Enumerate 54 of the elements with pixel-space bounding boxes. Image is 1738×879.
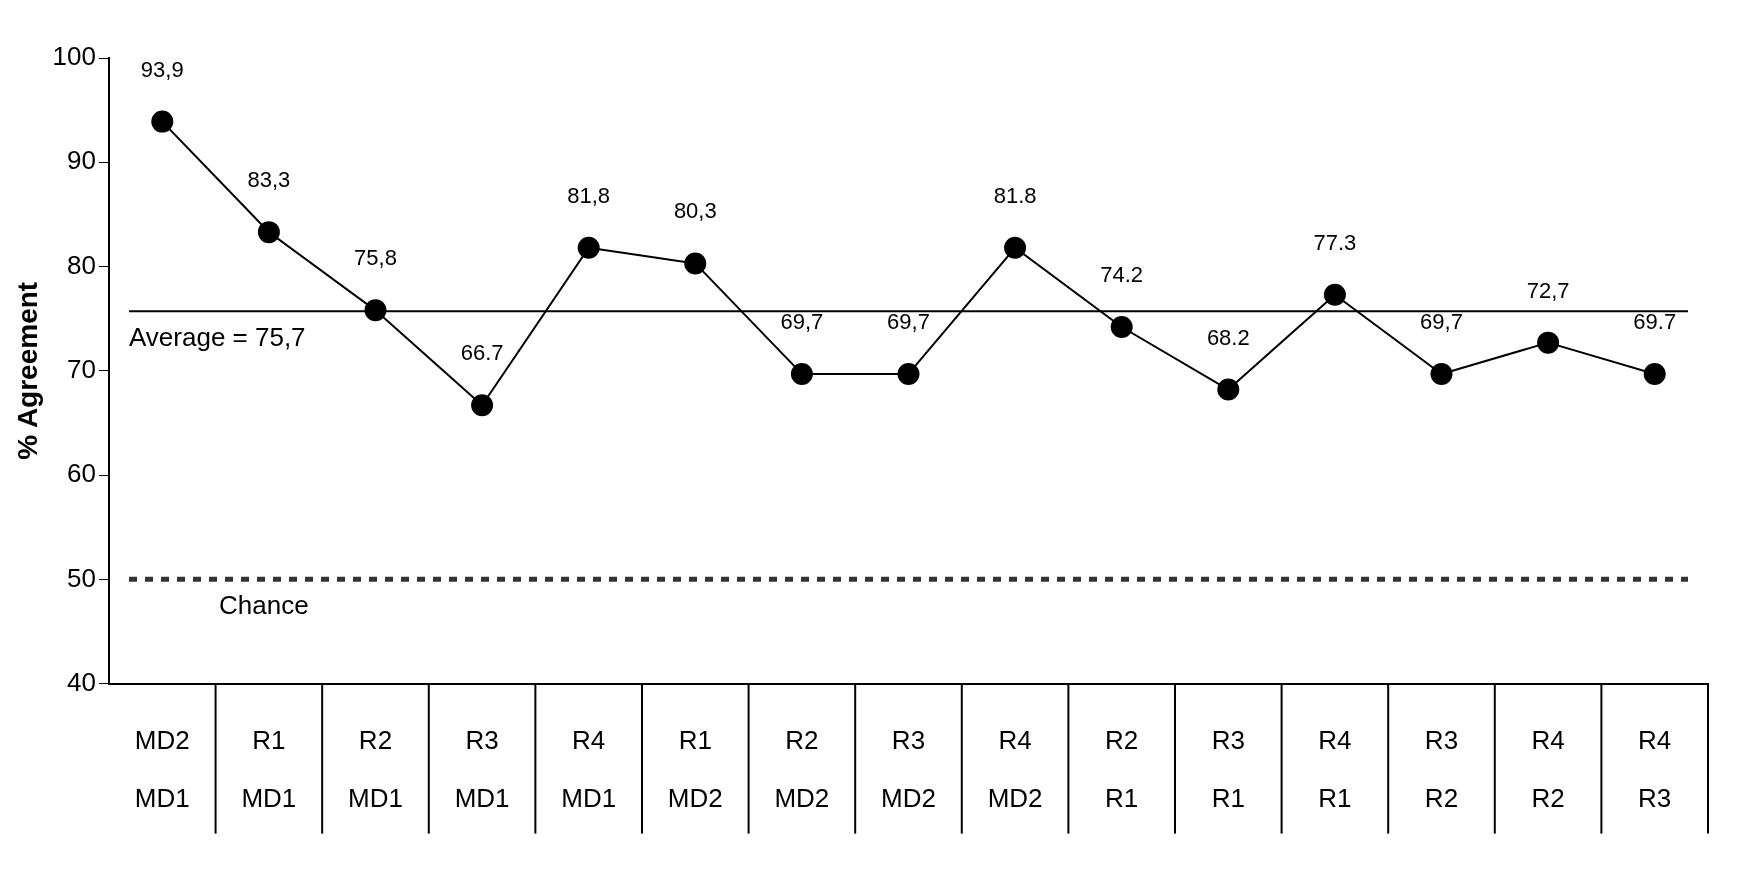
x-tick-label: R4 R2 (1531, 725, 1565, 813)
y-axis-title: % Agreement (11, 281, 43, 460)
data-label: 69,7 (887, 308, 930, 334)
point (897, 362, 920, 385)
point (684, 252, 707, 275)
data-label: 69,7 (780, 308, 824, 334)
x-tick-label: R3 R2 (1424, 725, 1459, 813)
y-tick-label: 80 (67, 249, 96, 280)
point (1537, 331, 1560, 354)
ref-line-label: Chance (218, 589, 309, 620)
x-tick-label: R3 MD1 (454, 725, 510, 813)
data-label: 81.8 (993, 182, 1037, 208)
data-label: 81,8 (567, 182, 611, 208)
x-tick-label: R4 R3 (1638, 725, 1672, 813)
point (1217, 378, 1240, 401)
point (577, 236, 600, 259)
y-tick-label: 60 (67, 458, 96, 489)
x-tick-label: R4 MD2 (987, 725, 1043, 813)
y-tick-label: 70 (67, 353, 96, 384)
ref-line-label: Average = 75,7 (128, 321, 306, 352)
data-label: 75,8 (354, 245, 397, 271)
y-tick-label: 40 (67, 666, 96, 697)
point (151, 110, 174, 133)
x-tick-label: R3 R1 (1211, 725, 1245, 813)
y-tick-label: 90 (67, 145, 96, 176)
data-label: 74.2 (1100, 262, 1144, 288)
data-label: 69,7 (1420, 308, 1463, 334)
data-label: 80,3 (673, 198, 717, 224)
x-tick-label: MD2 MD1 (134, 725, 190, 813)
data-label: 77.3 (1313, 229, 1357, 255)
data-label: 66.7 (460, 340, 504, 366)
data-label: 72,7 (1526, 277, 1570, 303)
y-tick-label: 50 (67, 562, 96, 593)
point (1110, 316, 1133, 339)
data-label: 83,3 (247, 167, 291, 193)
x-tick-label: R4 MD1 (561, 725, 617, 813)
point (790, 362, 813, 385)
x-tick-label: R2 R1 (1105, 725, 1139, 813)
x-tick-label: R2 MD2 (774, 725, 830, 813)
data-label: 93,9 (140, 56, 184, 82)
point (1643, 362, 1666, 385)
y-tick-label: 100 (52, 41, 96, 72)
point (1004, 236, 1027, 259)
point (1430, 362, 1453, 385)
x-tick-label: R1 MD1 (241, 725, 297, 813)
x-tick-label: R4 R1 (1318, 725, 1352, 813)
point (257, 221, 280, 244)
data-label: 69.7 (1633, 308, 1677, 334)
point (1323, 283, 1346, 306)
point (471, 394, 494, 417)
x-tick-label: R2 MD1 (348, 725, 403, 813)
data-label: 68.2 (1206, 324, 1250, 350)
x-tick-label: R1 MD2 (667, 725, 723, 813)
x-tick-label: R3 MD2 (881, 725, 936, 813)
